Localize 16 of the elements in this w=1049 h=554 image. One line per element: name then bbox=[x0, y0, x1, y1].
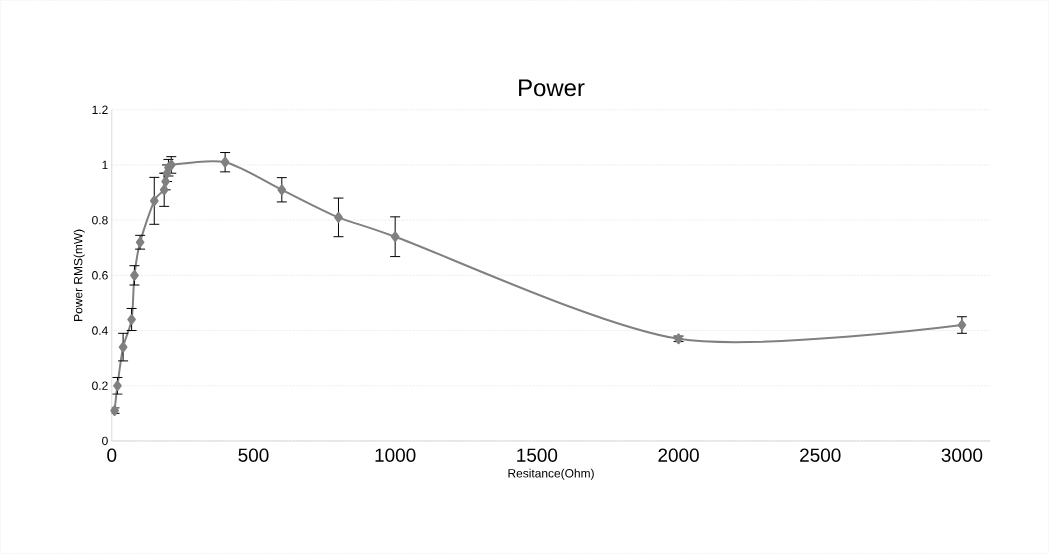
y-tick-label: 1 bbox=[102, 160, 108, 170]
y-axis-title: Power RMS(mW) bbox=[73, 229, 85, 322]
y-tick-label: 0.8 bbox=[92, 216, 108, 225]
x-axis-title: Resitance(Ohm) bbox=[508, 468, 594, 480]
y-tick-label: 0.6 bbox=[92, 271, 108, 280]
x-tick-label: 500 bbox=[238, 448, 269, 463]
x-tick-label: 3000 bbox=[941, 448, 983, 463]
chart-title: Power bbox=[519, 79, 585, 97]
y-tick-label: 0.2 bbox=[92, 381, 108, 391]
x-tick-label: 2500 bbox=[800, 448, 841, 463]
y-tick-label: 1.2 bbox=[92, 105, 108, 115]
y-tick-label: 0.4 bbox=[92, 326, 108, 335]
x-tick-label: 1000 bbox=[375, 448, 416, 463]
y-tick-label: 0 bbox=[102, 436, 108, 446]
x-tick-label: 1500 bbox=[517, 448, 558, 463]
x-tick-label: 2000 bbox=[658, 448, 699, 463]
